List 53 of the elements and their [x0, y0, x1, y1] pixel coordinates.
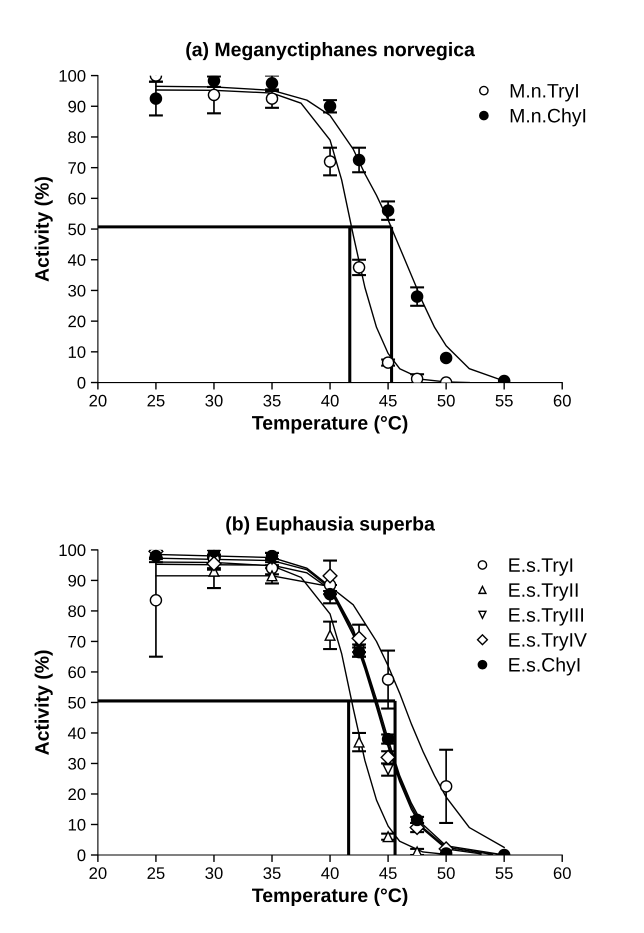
y-axis-title: Activity (%) [34, 650, 53, 755]
y-tick-label: 50 [68, 696, 86, 709]
x-tick-label: 20 [89, 394, 107, 407]
x-tick-label: 20 [89, 867, 107, 880]
y-tick-label: 40 [68, 727, 86, 740]
x-tick-label: 55 [496, 867, 513, 880]
y-tick-label: 10 [68, 818, 86, 831]
chart-title: (b) Euphausia superba [226, 516, 435, 534]
y-tick-label: 70 [68, 636, 86, 648]
x-tick-label: 60 [554, 394, 571, 407]
y-tick-label: 60 [68, 666, 86, 678]
y-tick-label: 60 [68, 192, 86, 205]
x-tick-label: 45 [379, 867, 397, 880]
legend-label: E.s.TryIII [509, 608, 583, 626]
x-axis-title: Temperature (°C) [252, 888, 408, 906]
y-tick-label: 30 [68, 758, 86, 770]
legend-label: M.n.ChyI [510, 108, 586, 126]
x-tick-label: 60 [554, 867, 571, 880]
y-tick-label: 0 [77, 849, 86, 862]
x-tick-label: 35 [263, 867, 281, 880]
y-tick-label: 20 [68, 316, 86, 328]
x-tick-label: 40 [321, 867, 339, 880]
y-tick-label: 80 [68, 605, 86, 618]
y-tick-label: 50 [68, 223, 86, 236]
y-tick-label: 90 [68, 100, 86, 112]
y-tick-label: 10 [68, 346, 86, 358]
x-tick-label: 50 [438, 867, 455, 880]
y-tick-label: 30 [68, 284, 86, 297]
y-tick-label: 80 [68, 131, 86, 144]
x-tick-label: 25 [148, 867, 164, 880]
legend-label: M.n.TryI [510, 84, 578, 102]
legend-label: E.s.ChyI [509, 657, 580, 676]
x-tick-label: 30 [205, 867, 223, 880]
x-tick-label: 25 [148, 394, 164, 407]
chart-title: (a) Meganyctiphanes norvegica [186, 42, 475, 60]
x-axis-title: Temperature (°C) [252, 415, 408, 434]
legend-label: E.s.TryIV [509, 633, 587, 651]
x-tick-label: 40 [321, 394, 339, 407]
y-tick-label: 20 [68, 788, 86, 800]
x-tick-label: 50 [438, 394, 455, 407]
x-tick-label: 35 [263, 394, 281, 407]
x-tick-label: 45 [379, 394, 397, 407]
legend-label: E.s.TryI [509, 558, 572, 576]
y-tick-label: 100 [60, 70, 86, 82]
y-tick-label: 40 [68, 254, 86, 266]
y-tick-label: 100 [60, 544, 86, 556]
y-axis-title: Activity (%) [34, 177, 53, 282]
x-tick-label: 55 [496, 394, 513, 407]
legend-label: E.s.TryII [509, 583, 578, 601]
x-tick-label: 30 [205, 394, 223, 407]
y-tick-label: 0 [77, 376, 86, 389]
y-tick-label: 90 [68, 574, 86, 587]
y-tick-label: 70 [68, 162, 86, 174]
